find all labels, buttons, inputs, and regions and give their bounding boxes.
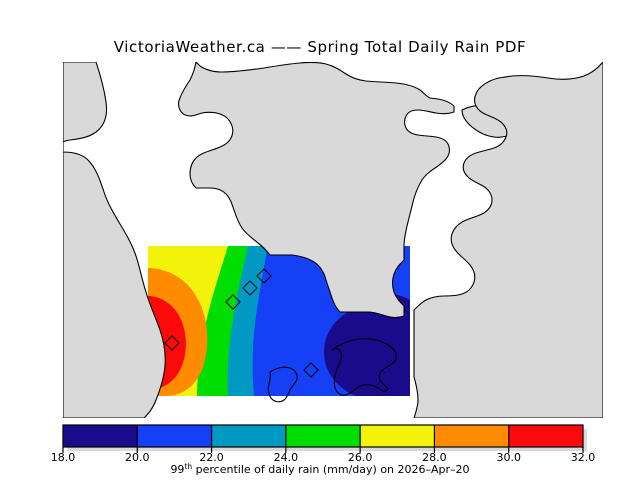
colorbar-caption-main: percentile of daily rain (mm/day) on 202… (192, 463, 469, 476)
coastline-west-landmass (63, 62, 166, 418)
landmasses (63, 62, 603, 418)
coastline-central-peninsula (177, 62, 455, 319)
colorbar-bands (63, 425, 583, 447)
station-marker-2[interactable] (256, 268, 272, 284)
station-marker-3[interactable] (242, 280, 258, 296)
colorbar-caption-superscript: th (184, 462, 192, 471)
colorbar-tick-label-6: 30.0 (496, 451, 521, 464)
contour-minimum-core (324, 306, 410, 396)
colorbar-outline (62, 424, 584, 448)
colorbar-caption-prefix: 99 (170, 463, 184, 476)
colorbar-tick-label-7: 32.0 (571, 451, 596, 464)
colorbar-tick-label-3: 24.0 (274, 451, 299, 464)
colorbar-tick-label-0: 18.0 (51, 451, 76, 464)
colorbar-band-18-20[interactable] (63, 425, 138, 447)
colorbar-tick-labels: 18.0 20.0 22.0 24.0 26.0 28.0 30.0 32.0 (51, 451, 596, 464)
colorbar-band-28-30[interactable] (434, 425, 509, 447)
colorbar-band-20-22[interactable] (137, 425, 212, 447)
colorbar-ticks (62, 447, 584, 453)
coastline-island-southeast (331, 338, 398, 396)
contour-field (148, 246, 410, 396)
colorbar: 18.0 20.0 22.0 24.0 26.0 28.0 30.0 32.0 … (51, 424, 596, 476)
colorbar-tick-label-5: 28.0 (422, 451, 447, 464)
colorbar-band-24-26[interactable] (285, 425, 361, 447)
colorbar-band-30-32[interactable] (508, 425, 583, 447)
colorbar-tick-label-2: 22.0 (199, 451, 224, 464)
station-markers (164, 268, 319, 378)
colorbar-tick-label-1: 20.0 (125, 451, 150, 464)
page-title: VictoriaWeather.ca —— Spring Total Daily… (113, 38, 527, 56)
coastline-east-landmass (413, 62, 603, 418)
colorbar-tick-label-4: 26.0 (348, 451, 373, 464)
colorbar-band-22-24[interactable] (211, 425, 286, 447)
station-marker-1[interactable] (164, 335, 180, 351)
station-marker-4[interactable] (225, 294, 241, 310)
colorbar-caption: 99th percentile of daily rain (mm/day) o… (170, 462, 469, 476)
coastline-island-south (267, 366, 298, 403)
station-marker-5[interactable] (303, 362, 319, 378)
colorbar-band-26-28[interactable] (360, 425, 435, 447)
